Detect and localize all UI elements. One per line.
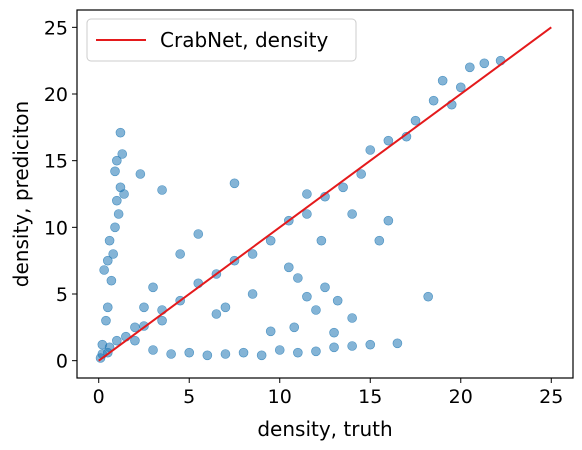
scatter-point	[115, 127, 126, 138]
scatter-point	[157, 315, 167, 326]
scatter-point	[110, 222, 120, 233]
scatter-point	[383, 135, 394, 146]
points-layer	[95, 55, 506, 363]
scatter-point	[113, 209, 124, 219]
scatter-point	[428, 95, 439, 106]
scatter-point	[220, 302, 231, 313]
scatter-point	[117, 149, 128, 159]
scatter-point	[274, 345, 285, 355]
scatter-point	[229, 178, 240, 189]
y-tick-label: 15	[44, 151, 68, 173]
scatter-point	[329, 342, 339, 353]
scatter-point	[437, 75, 448, 86]
scatter-point	[148, 282, 158, 293]
scatter-point	[311, 346, 321, 357]
y-tick-label: 25	[44, 17, 68, 39]
scatter-point	[238, 347, 249, 358]
scatter-point	[311, 305, 321, 315]
scatter-point	[175, 249, 185, 259]
scatter-point	[293, 273, 303, 283]
scatter-point	[148, 345, 158, 355]
x-axis-label: density, truth	[257, 417, 392, 441]
scatter-point	[102, 255, 113, 266]
x-tick-label: 15	[358, 386, 382, 408]
scatter-point	[302, 209, 312, 219]
x-tick-label: 5	[183, 386, 195, 408]
scatter-point	[135, 169, 146, 179]
legend: CrabNet, density	[86, 18, 357, 62]
scatter-point	[293, 347, 303, 358]
scatter-point	[392, 338, 403, 349]
scatter-point	[479, 58, 490, 69]
scatter-point	[410, 115, 421, 126]
scatter-point	[108, 249, 118, 259]
scatter-point	[302, 291, 312, 302]
scatter-point	[104, 235, 115, 246]
y-tick-label: 10	[44, 217, 68, 239]
scatter-point	[211, 309, 222, 319]
scatter-point	[102, 302, 113, 313]
scatter-point	[101, 315, 111, 326]
scatter-point	[220, 349, 231, 359]
legend-label: CrabNet, density	[160, 28, 328, 52]
scatter-point	[329, 327, 339, 338]
scatter-point	[455, 82, 466, 93]
scatter-point	[139, 302, 149, 313]
x-tick-label: 10	[268, 386, 292, 408]
scatter-point	[302, 189, 312, 199]
y-tick-label: 5	[56, 284, 68, 306]
legend-box	[86, 18, 357, 62]
x-tick-label: 0	[93, 386, 105, 408]
scatter-point	[130, 335, 140, 346]
series-line-crabnet	[98, 26, 552, 362]
scatter-point	[320, 282, 330, 293]
scatter-point	[347, 313, 357, 323]
scatter-point	[193, 229, 204, 239]
scatter-point	[338, 182, 348, 193]
ticks-layer: 0 5 10 15 20 25 0 5 10 15 20 25	[44, 17, 564, 408]
scatter-point	[347, 341, 357, 351]
scatter-point	[332, 295, 343, 306]
scatter-point	[423, 291, 433, 302]
x-tick-label: 25	[539, 386, 563, 408]
scatter-point	[265, 326, 276, 337]
scatter-point	[112, 335, 122, 346]
scatter-point	[184, 347, 195, 358]
y-tick-label: 20	[44, 84, 68, 106]
scatter-point	[99, 265, 109, 275]
line-layer	[98, 26, 552, 362]
scatter-point	[465, 62, 475, 73]
y-axis-label: density, prediciton	[9, 101, 33, 287]
scatter-point	[347, 209, 357, 219]
scatter-point	[202, 350, 213, 361]
scatter-point	[365, 145, 376, 155]
scatter-point	[383, 215, 394, 226]
scatter-point	[289, 322, 300, 333]
scatter-point	[112, 155, 122, 166]
scatter-point	[110, 166, 120, 177]
scatter-point	[365, 339, 376, 350]
scatter-point	[356, 169, 367, 179]
scatter-point	[374, 235, 385, 246]
scatter-point	[166, 349, 176, 359]
scatter-point	[283, 262, 294, 273]
scatter-point	[265, 235, 276, 246]
scatter-point	[157, 185, 167, 195]
scatter-point	[106, 275, 117, 286]
scatter-point	[316, 235, 327, 246]
scatter-point	[112, 195, 122, 206]
x-tick-label: 20	[449, 386, 473, 408]
scatter-point	[256, 350, 267, 361]
plot-frame	[76, 9, 574, 379]
scatter-point	[247, 289, 258, 299]
scatter-point	[247, 249, 258, 259]
scatter-point	[119, 189, 129, 199]
y-tick-label: 0	[56, 351, 68, 373]
